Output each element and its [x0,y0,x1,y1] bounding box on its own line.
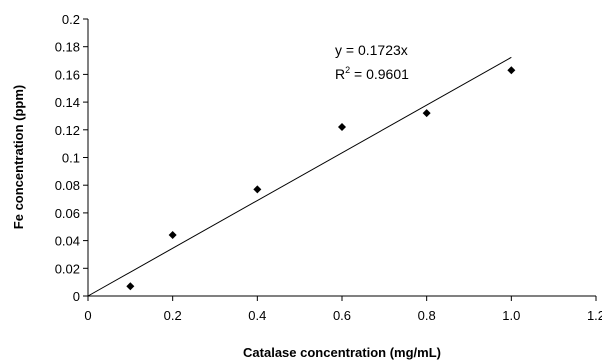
y-tick-label: 0.02 [55,261,80,276]
y-tick-label: 0.04 [55,234,80,249]
data-point [507,66,516,75]
plot-area: 00.020.040.060.080.10.120.140.160.180.2 … [55,12,602,323]
r-squared-label: R2 = 0.9601 [335,65,409,82]
x-axis-title: Catalase concentration (mg/mL) [243,345,441,360]
x-axis-ticks: 0 0.2 0.4 0.6 0.8 1.0 1.2 [84,296,602,323]
y-tick-label: 0.16 [55,67,80,82]
data-point [253,185,262,194]
data-point [126,282,135,291]
y-tick-label: 0.08 [55,178,80,193]
y-tick-label: 0.1 [62,151,80,166]
y-tick-label: 0 [73,289,80,304]
y-tick-label: 0.06 [55,206,80,221]
y-tick-label: 0.2 [62,12,80,27]
y-tick-label: 0.14 [55,95,80,110]
x-tick-label: 0.2 [164,308,182,323]
y-tick-label: 0.12 [55,123,80,138]
equation-label: y = 0.1723x [335,42,408,58]
y-tick-label: 0.18 [55,40,80,55]
trendline [87,56,512,297]
y-axis-ticks: 0 0.02 0.04 0.06 0.08 0.1 0.12 0.14 0.16 0.18 0.2 [55,12,88,304]
x-tick-label: 1.0 [502,308,520,323]
data-points [126,66,516,291]
data-point [338,123,346,132]
x-tick-label: 0.8 [418,308,436,323]
x-tick-label: 0.4 [248,308,266,323]
y-axis-title: Fe concentration (ppm) [11,85,26,229]
x-tick-label: 0 [84,308,91,323]
x-tick-label: 0.6 [333,308,351,323]
data-point [422,109,431,118]
x-tick-label: 1.2 [587,308,602,323]
data-point [168,231,177,240]
